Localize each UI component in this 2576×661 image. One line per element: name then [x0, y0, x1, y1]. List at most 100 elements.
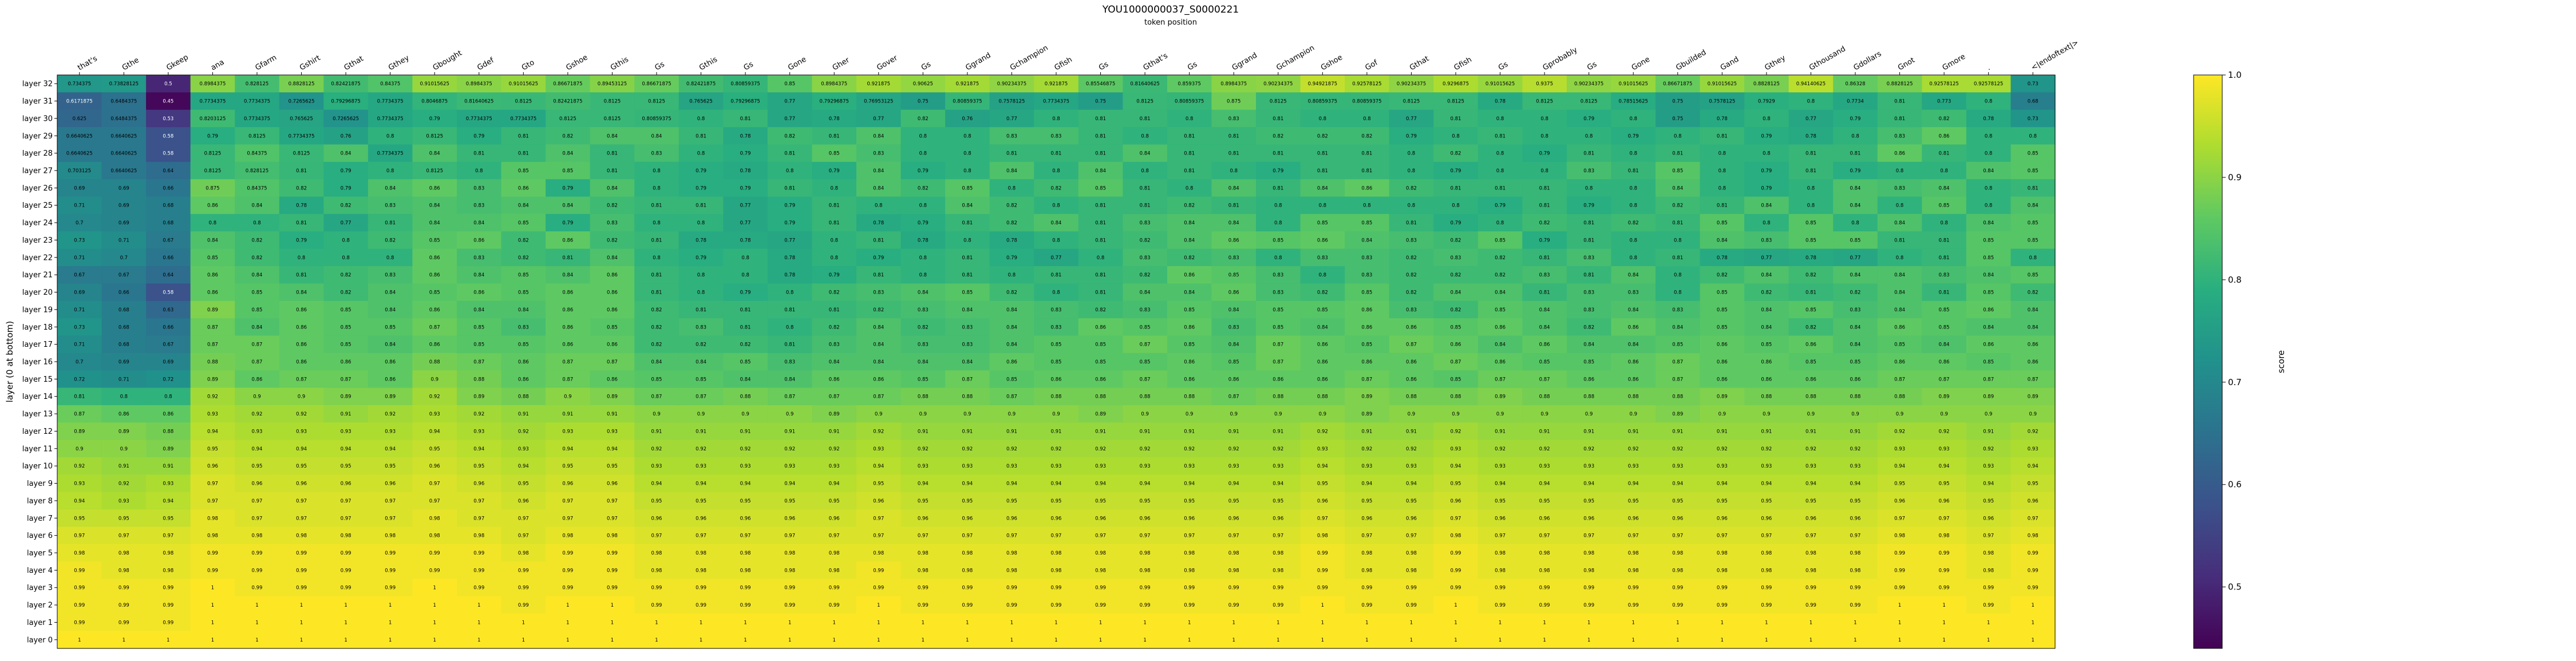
heatmap-cell — [1744, 300, 1789, 319]
heatmap-cell — [1922, 405, 1967, 423]
heatmap-cell-value: 0.8 — [386, 255, 394, 261]
heatmap-cell — [634, 561, 679, 580]
heatmap-cell — [1744, 422, 1789, 441]
heatmap-cell-value: 0.97 — [163, 533, 173, 539]
heatmap-cell-value: 0.88 — [1894, 394, 1905, 400]
heatmap-cell-value: 0.95 — [296, 464, 307, 469]
heatmap-cell-value: 0.98 — [163, 568, 173, 573]
y-tick-label: layer 16 — [22, 358, 53, 367]
heatmap-cell — [1788, 544, 1834, 562]
heatmap-cell-value: 0.86 — [1850, 377, 1861, 382]
heatmap-cell — [1566, 370, 1612, 389]
heatmap-cell — [1034, 283, 1079, 302]
heatmap-cell-value: 1 — [744, 638, 746, 643]
heatmap-cell-value: 0.99 — [118, 603, 129, 608]
heatmap-cell-value: 0.98 — [1805, 568, 1816, 573]
heatmap-cell-value: 0.84 — [918, 290, 929, 296]
heatmap-cell — [1922, 387, 1967, 406]
heatmap-cell — [2010, 631, 2056, 649]
heatmap-cell-value: 0.94 — [873, 464, 884, 469]
heatmap-cell-value: 0.84 — [1228, 185, 1239, 191]
heatmap-cell — [1211, 527, 1257, 545]
heatmap-cell-value: 0.86 — [562, 307, 573, 313]
heatmap-cell-value: 1 — [566, 620, 569, 626]
heatmap-cell — [1300, 631, 1345, 649]
heatmap-cell — [1788, 596, 1834, 614]
heatmap-cell-value: 0.99 — [385, 585, 396, 591]
heatmap-cell — [1966, 196, 2012, 215]
heatmap-cell-value: 0.91 — [1761, 429, 1772, 434]
heatmap-cell — [57, 144, 102, 163]
heatmap-cell-value: 0.81 — [696, 133, 706, 139]
heatmap-cell — [634, 440, 679, 458]
heatmap-cell-value: 0.86 — [1184, 377, 1195, 382]
heatmap-cell — [323, 127, 369, 145]
heatmap-cell — [1034, 613, 1079, 632]
heatmap-cell-value: 0.8 — [741, 272, 749, 278]
heatmap-cell-value: 0.94 — [784, 481, 795, 487]
heatmap-cell-value: 1 — [389, 620, 392, 626]
heatmap-cell-value: 0.98 — [429, 533, 440, 539]
heatmap-cell-value: 0.85 — [1273, 307, 1283, 313]
heatmap-cell-value: 0.79 — [829, 168, 840, 174]
heatmap-cell — [501, 440, 546, 458]
heatmap-cell — [634, 127, 679, 145]
heatmap-cell-value: 0.81 — [740, 324, 751, 330]
heatmap-cell — [678, 109, 724, 128]
heatmap-cell — [1877, 300, 1922, 319]
heatmap-cell-value: 0.84 — [1894, 307, 1905, 313]
heatmap-cell — [2010, 579, 2056, 597]
heatmap-cell-value: 1 — [1543, 638, 1546, 643]
heatmap-cell — [723, 631, 768, 649]
heatmap-cell — [900, 353, 946, 371]
heatmap-cell-value: 0.81 — [473, 151, 484, 157]
heatmap-cell-value: 0.92 — [1273, 446, 1283, 452]
heatmap-cell — [146, 266, 191, 284]
heatmap-cell-value: 0.84 — [962, 203, 973, 209]
heatmap-cell — [2010, 213, 2056, 232]
heatmap-cell-value: 0.99 — [163, 603, 173, 608]
heatmap-cell — [1966, 509, 2012, 528]
heatmap-cell — [190, 440, 235, 458]
heatmap-cell-value: 0.97 — [1939, 516, 1950, 521]
heatmap-cell-value: 0.93 — [873, 446, 884, 452]
heatmap-cell — [1433, 631, 1479, 649]
heatmap-cell-value: 0.8 — [342, 238, 350, 243]
heatmap-cell — [1433, 144, 1479, 163]
heatmap-cell — [1877, 631, 1922, 649]
heatmap-cell-value: 0.86 — [296, 342, 307, 348]
heatmap-cell — [1966, 75, 2012, 93]
heatmap-cell — [1744, 474, 1789, 493]
heatmap-cell — [146, 509, 191, 528]
heatmap-cell — [1433, 544, 1479, 562]
heatmap-cell — [1256, 92, 1301, 110]
heatmap-cell-value: 0.98 — [1228, 551, 1239, 556]
heatmap-cell-value: 0.875 — [1227, 99, 1240, 105]
heatmap-cell-value: 0.92 — [1051, 446, 1062, 452]
heatmap-cell — [101, 544, 147, 562]
heatmap-cell — [1656, 492, 1701, 510]
heatmap-cell-value: 0.81 — [740, 307, 751, 313]
heatmap-cell — [1345, 440, 1390, 458]
heatmap-cell — [1877, 353, 1922, 371]
heatmap-cell — [146, 370, 191, 389]
heatmap-cell-value: 0.93 — [296, 429, 307, 434]
heatmap-cell-value: 0.99 — [1406, 585, 1417, 591]
heatmap-cell-value: 0.8984375 — [1220, 81, 1247, 87]
heatmap-cell — [678, 440, 724, 458]
heatmap-cell — [1611, 127, 1656, 145]
heatmap-cell-value: 1 — [1054, 620, 1057, 626]
heatmap-cell — [1123, 613, 1168, 632]
heatmap-cell-value: 0.84 — [207, 238, 218, 243]
heatmap-cell — [812, 109, 857, 128]
heatmap-cell-value: 0.89 — [473, 394, 484, 400]
heatmap-cell — [1167, 266, 1212, 284]
heatmap-cell — [1433, 579, 1479, 597]
heatmap-cell-value: 0.86 — [1228, 290, 1239, 296]
heatmap-cell-value: 0.86 — [1095, 377, 1106, 382]
heatmap-cell-value: 0.7265625 — [289, 99, 315, 105]
heatmap-cell — [1300, 300, 1345, 319]
heatmap-cell — [1877, 318, 1922, 337]
heatmap-cell-value: 1 — [211, 638, 214, 643]
heatmap-cell — [1389, 544, 1434, 562]
